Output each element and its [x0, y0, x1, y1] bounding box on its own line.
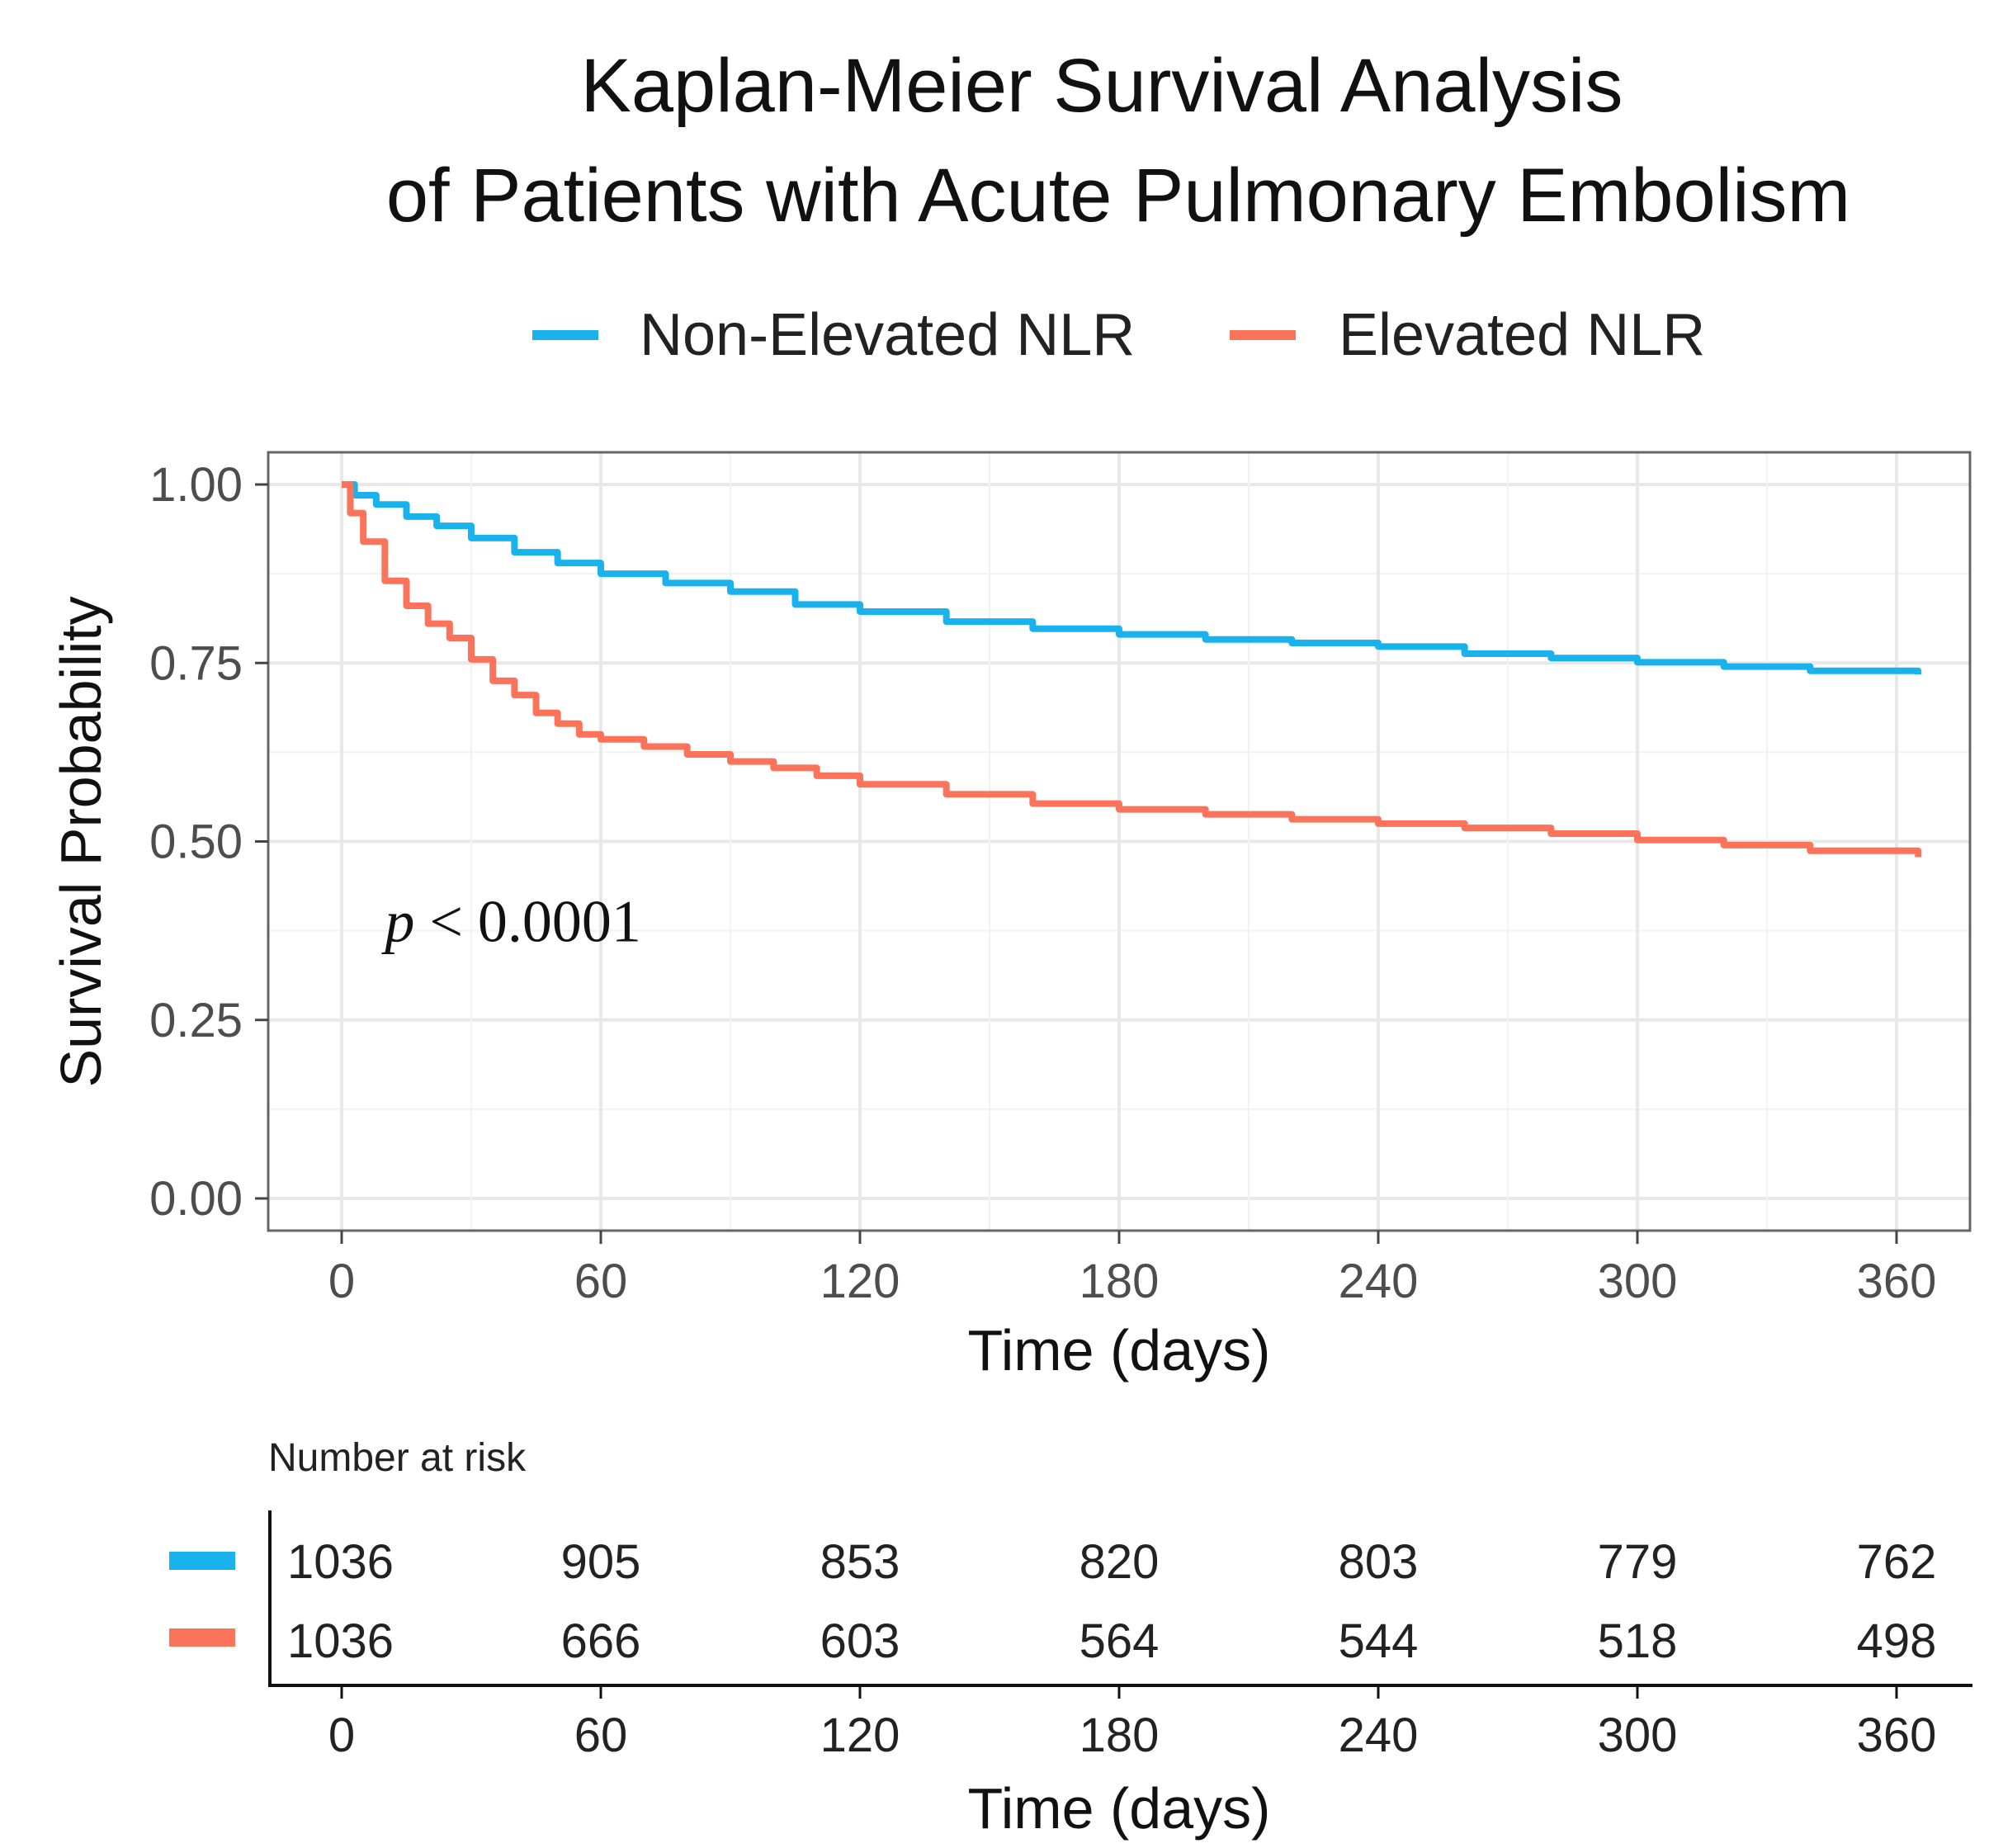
risk-value-non-elevated: 803 — [1339, 1535, 1419, 1589]
risk-x-tick-label: 120 — [820, 1709, 900, 1762]
risk-x-tick-label: 60 — [574, 1709, 628, 1762]
risk-x-tick-label: 360 — [1857, 1709, 1937, 1762]
risk-value-elevated: 544 — [1339, 1614, 1419, 1668]
x-tick-label: 240 — [1339, 1255, 1419, 1308]
x-axis: 0 60 120 180 240 300 360 — [328, 1231, 1937, 1308]
risk-value-elevated: 666 — [561, 1614, 641, 1668]
p-value-symbol: p — [380, 889, 414, 955]
risk-value-elevated: 498 — [1857, 1614, 1937, 1668]
risk-values: 1036 905 853 820 803 779 762 1036 666 603 564 544 51… — [287, 1535, 1936, 1668]
legend-label-elevated: Elevated NLR — [1339, 302, 1705, 368]
chart-title-line-1: Kaplan-Meier Survival Analysis — [581, 44, 1623, 128]
risk-table-x-axis-title: Time (days) — [968, 1776, 1271, 1841]
x-tick-label: 180 — [1079, 1255, 1160, 1308]
y-tick-label: 0.50 — [149, 815, 243, 869]
chart-title-line-2: of Patients with Acute Pulmonary Embolis… — [386, 154, 1850, 238]
risk-row-swatch-non-elevated — [169, 1552, 235, 1570]
risk-x-tick-label: 300 — [1598, 1709, 1678, 1762]
y-axis: 0.00 0.25 0.50 0.75 1.00 — [149, 458, 268, 1226]
risk-value-elevated: 603 — [820, 1614, 900, 1668]
risk-value-elevated: 518 — [1598, 1614, 1678, 1668]
risk-value-non-elevated: 820 — [1079, 1535, 1160, 1589]
x-axis-title: Time (days) — [968, 1318, 1271, 1382]
y-tick-label: 0.75 — [149, 636, 243, 690]
risk-value-elevated: 1036 — [287, 1614, 394, 1668]
x-tick-label: 360 — [1857, 1255, 1937, 1308]
risk-value-non-elevated: 762 — [1857, 1535, 1937, 1589]
x-tick-label: 0 — [328, 1255, 355, 1308]
y-axis-title: Survival Probability — [49, 596, 113, 1087]
risk-value-non-elevated: 779 — [1598, 1535, 1678, 1589]
series-line-elevated — [342, 481, 1922, 858]
x-tick-label: 300 — [1598, 1255, 1678, 1308]
risk-value-non-elevated: 1036 — [287, 1535, 394, 1589]
risk-x-tick-label: 0 — [328, 1709, 355, 1762]
legend-label-non-elevated: Non-Elevated NLR — [640, 302, 1135, 368]
risk-table: Number at risk 1036 905 853 820 803 779 762103… — [169, 1436, 1972, 1841]
grid — [268, 452, 1970, 1231]
risk-value-non-elevated: 905 — [561, 1535, 641, 1589]
y-tick-label: 0.25 — [149, 994, 243, 1047]
risk-value-non-elevated: 853 — [820, 1535, 900, 1589]
x-tick-label: 120 — [820, 1255, 900, 1308]
y-tick-label: 1.00 — [149, 458, 243, 512]
y-tick-label: 0.00 — [149, 1172, 243, 1226]
p-value-text: < 0.0001 — [414, 889, 641, 955]
x-tick-label: 60 — [574, 1255, 628, 1308]
legend: Non-Elevated NLR Elevated NLR — [532, 302, 1705, 368]
risk-row-swatch-elevated — [169, 1628, 235, 1647]
risk-table-title: Number at risk — [268, 1436, 527, 1480]
series-line-non-elevated — [342, 481, 1922, 675]
p-value-annotation: p < 0.0001 — [380, 889, 641, 955]
series — [342, 481, 1922, 858]
risk-table-x-ticks: 0 60 120 180 240 300 360 — [328, 1685, 1937, 1762]
risk-x-tick-label: 240 — [1339, 1709, 1419, 1762]
risk-x-tick-label: 180 — [1079, 1709, 1160, 1762]
risk-value-elevated: 564 — [1079, 1614, 1160, 1668]
